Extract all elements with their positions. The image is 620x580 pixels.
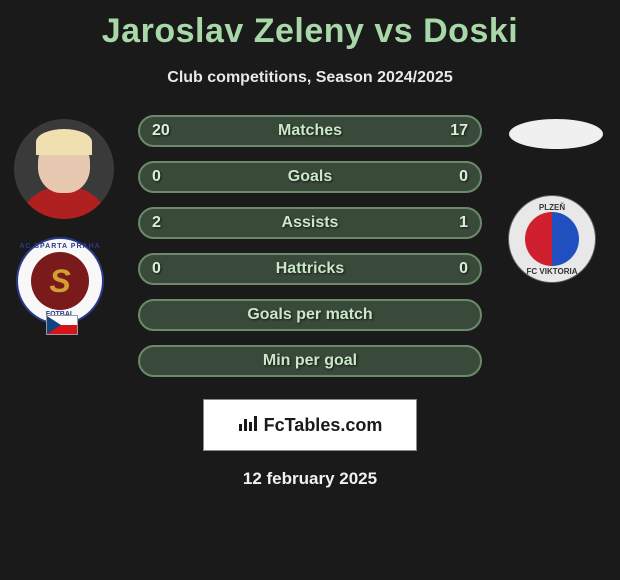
stat-label: Hattricks <box>140 260 480 278</box>
plzen-inner-circle <box>525 212 579 266</box>
badge-text-top: PLZEŇ <box>509 203 595 212</box>
player-avatar-placeholder <box>509 119 603 149</box>
comparison-card: Jaroslav Zeleny vs Doski Club competitio… <box>0 0 620 499</box>
stat-right-value: 0 <box>459 260 468 278</box>
right-player-column: PLZEŇ FC VIKTORIA <box>500 115 620 291</box>
source-badge[interactable]: FcTables.com <box>203 399 417 451</box>
stat-row-hattricks: 0 Hattricks 0 <box>138 253 482 285</box>
page-title: Jaroslav Zeleny vs Doski <box>102 12 518 51</box>
stat-left-value: 2 <box>152 214 161 232</box>
stat-row-matches: 20 Matches 17 <box>138 115 482 147</box>
player-avatar <box>14 119 114 219</box>
stat-label: Goals <box>140 168 480 186</box>
content-row: AC SPARTA PRAHA S FOTBAL 20 Matches 17 <box>0 115 620 377</box>
sparta-inner-circle: S <box>31 252 89 310</box>
stat-right-value: 0 <box>459 168 468 186</box>
stat-row-goals-per-match: Goals per match <box>138 299 482 331</box>
badge-text-bottom: FC VIKTORIA <box>509 267 595 276</box>
stat-left-value: 0 <box>152 168 161 186</box>
source-site-label: FcTables.com <box>264 415 383 436</box>
season-subtitle: Club competitions, Season 2024/2025 <box>167 69 452 87</box>
stat-row-goals: 0 Goals 0 <box>138 161 482 193</box>
chart-bars-icon <box>238 414 258 437</box>
club-badge-plzen: PLZEŇ FC VIKTORIA <box>508 195 604 291</box>
stat-right-value: 17 <box>450 122 468 140</box>
stat-label: Matches <box>140 122 480 140</box>
stats-column: 20 Matches 17 0 Goals 0 2 Assists 1 0 Ha… <box>120 115 500 377</box>
avatar-hair <box>36 129 92 155</box>
badge-text-top: AC SPARTA PRAHA <box>18 243 102 250</box>
stat-row-min-per-goal: Min per goal <box>138 345 482 377</box>
czech-flag-icon <box>46 315 78 335</box>
stat-left-value: 20 <box>152 122 170 140</box>
stat-label: Assists <box>140 214 480 232</box>
left-player-column: AC SPARTA PRAHA S FOTBAL <box>0 115 120 333</box>
stat-left-value: 0 <box>152 260 161 278</box>
date-label: 12 february 2025 <box>243 469 377 489</box>
club-badge-sparta: AC SPARTA PRAHA S FOTBAL <box>16 237 112 333</box>
sparta-s-icon: S <box>49 263 70 300</box>
stat-label: Goals per match <box>140 306 480 324</box>
stat-right-value: 1 <box>459 214 468 232</box>
stat-row-assists: 2 Assists 1 <box>138 207 482 239</box>
stat-label: Min per goal <box>140 352 480 370</box>
